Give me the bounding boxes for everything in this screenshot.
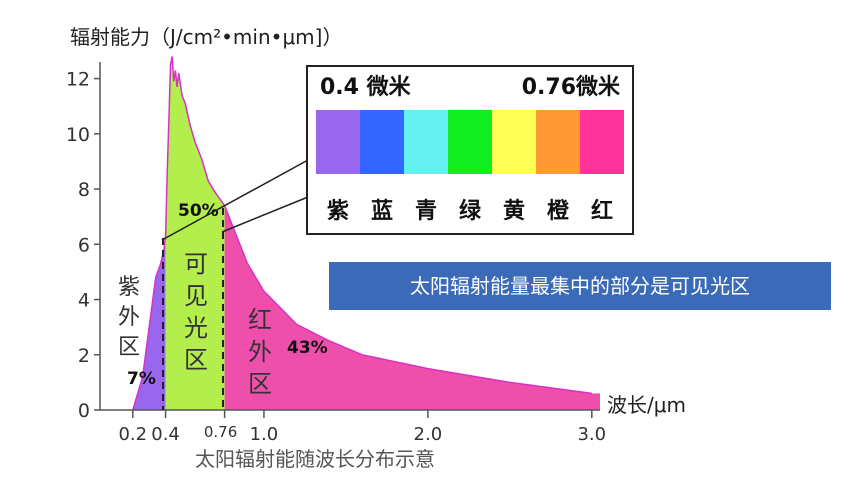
y-axis-title: 辐射能力（J/cm²•min•μm]） — [70, 25, 342, 49]
uv-percent-label: 7% — [127, 369, 156, 389]
x-tick-label: 0.4 — [151, 424, 180, 445]
x-axis-title: 波长/μm — [607, 393, 686, 417]
visible-char-4: 区 — [184, 346, 208, 374]
visible-char-1: 可 — [184, 250, 208, 278]
uv-char-2: 外 — [118, 305, 140, 330]
region-area-2 — [165, 56, 225, 410]
x-tick-label: 0.76 — [204, 423, 237, 441]
spectrum-band-label: 红 — [591, 198, 613, 224]
chart-caption: 太阳辐射能随波长分布示意 — [195, 447, 435, 471]
x-tick-label: 3.0 — [577, 424, 606, 445]
y-tick-label: 0 — [78, 400, 90, 422]
spectrum-band-7 — [580, 110, 624, 174]
spectrum-band-1 — [316, 110, 360, 174]
radiation-curve — [132, 56, 592, 411]
uv-char-1: 紫 — [118, 275, 140, 300]
uv-char-3: 区 — [118, 335, 140, 360]
spectrum-band-5 — [492, 110, 536, 174]
spectrum-band-2 — [360, 110, 404, 174]
visible-region-label: 可 见 光 区 — [184, 250, 208, 374]
visible-char-3: 光 — [184, 314, 208, 342]
spectrum-left-label: 0.4 微米 — [320, 74, 412, 100]
x-tick-label: 2.0 — [414, 424, 443, 445]
region-area-3 — [224, 205, 601, 410]
spectrum-box: 0.4 微米 0.76微米 紫蓝青绿黄橙红 — [306, 65, 634, 235]
spectrum-band-label: 绿 — [459, 198, 482, 224]
spectrum-band-label: 青 — [415, 199, 437, 224]
callout-line-upper — [161, 159, 309, 241]
spectrum-band-label: 蓝 — [371, 199, 393, 224]
spectrum-band-4 — [448, 110, 492, 174]
ir-region-label: 红 外 区 — [248, 306, 272, 398]
spectrum-band-label: 黄 — [503, 199, 525, 224]
spectrum-band-label: 紫 — [327, 198, 349, 224]
region-area-1 — [132, 236, 166, 410]
spectrum-band-label: 橙 — [547, 199, 570, 224]
spectrum-right-label: 0.76微米 — [522, 74, 621, 100]
visible-percent-label: 50% — [178, 201, 219, 221]
spectrum-band-3 — [404, 110, 448, 174]
y-tick-label: 2 — [78, 345, 90, 367]
ir-char-1: 红 — [248, 306, 272, 334]
ir-percent-label: 43% — [287, 338, 328, 358]
y-tick-label: 10 — [66, 124, 90, 146]
spectrum-band-6 — [536, 110, 580, 174]
callout-banner-text: 太阳辐射能量最集中的部分是可见光区 — [410, 274, 750, 298]
x-tick-label: 0.2 — [118, 424, 147, 445]
ir-char-2: 外 — [248, 338, 272, 366]
uv-region-label: 紫 外 区 — [118, 275, 140, 360]
y-tick-label: 4 — [78, 290, 90, 312]
ir-char-3: 区 — [248, 370, 272, 398]
y-tick-label: 6 — [78, 234, 90, 256]
y-tick-label: 12 — [66, 69, 90, 91]
x-tick-label: 1.0 — [250, 424, 279, 445]
y-tick-label: 8 — [78, 179, 90, 201]
callout-banner — [329, 262, 831, 310]
callout-line-lower — [221, 196, 309, 233]
visible-char-2: 见 — [184, 282, 208, 310]
